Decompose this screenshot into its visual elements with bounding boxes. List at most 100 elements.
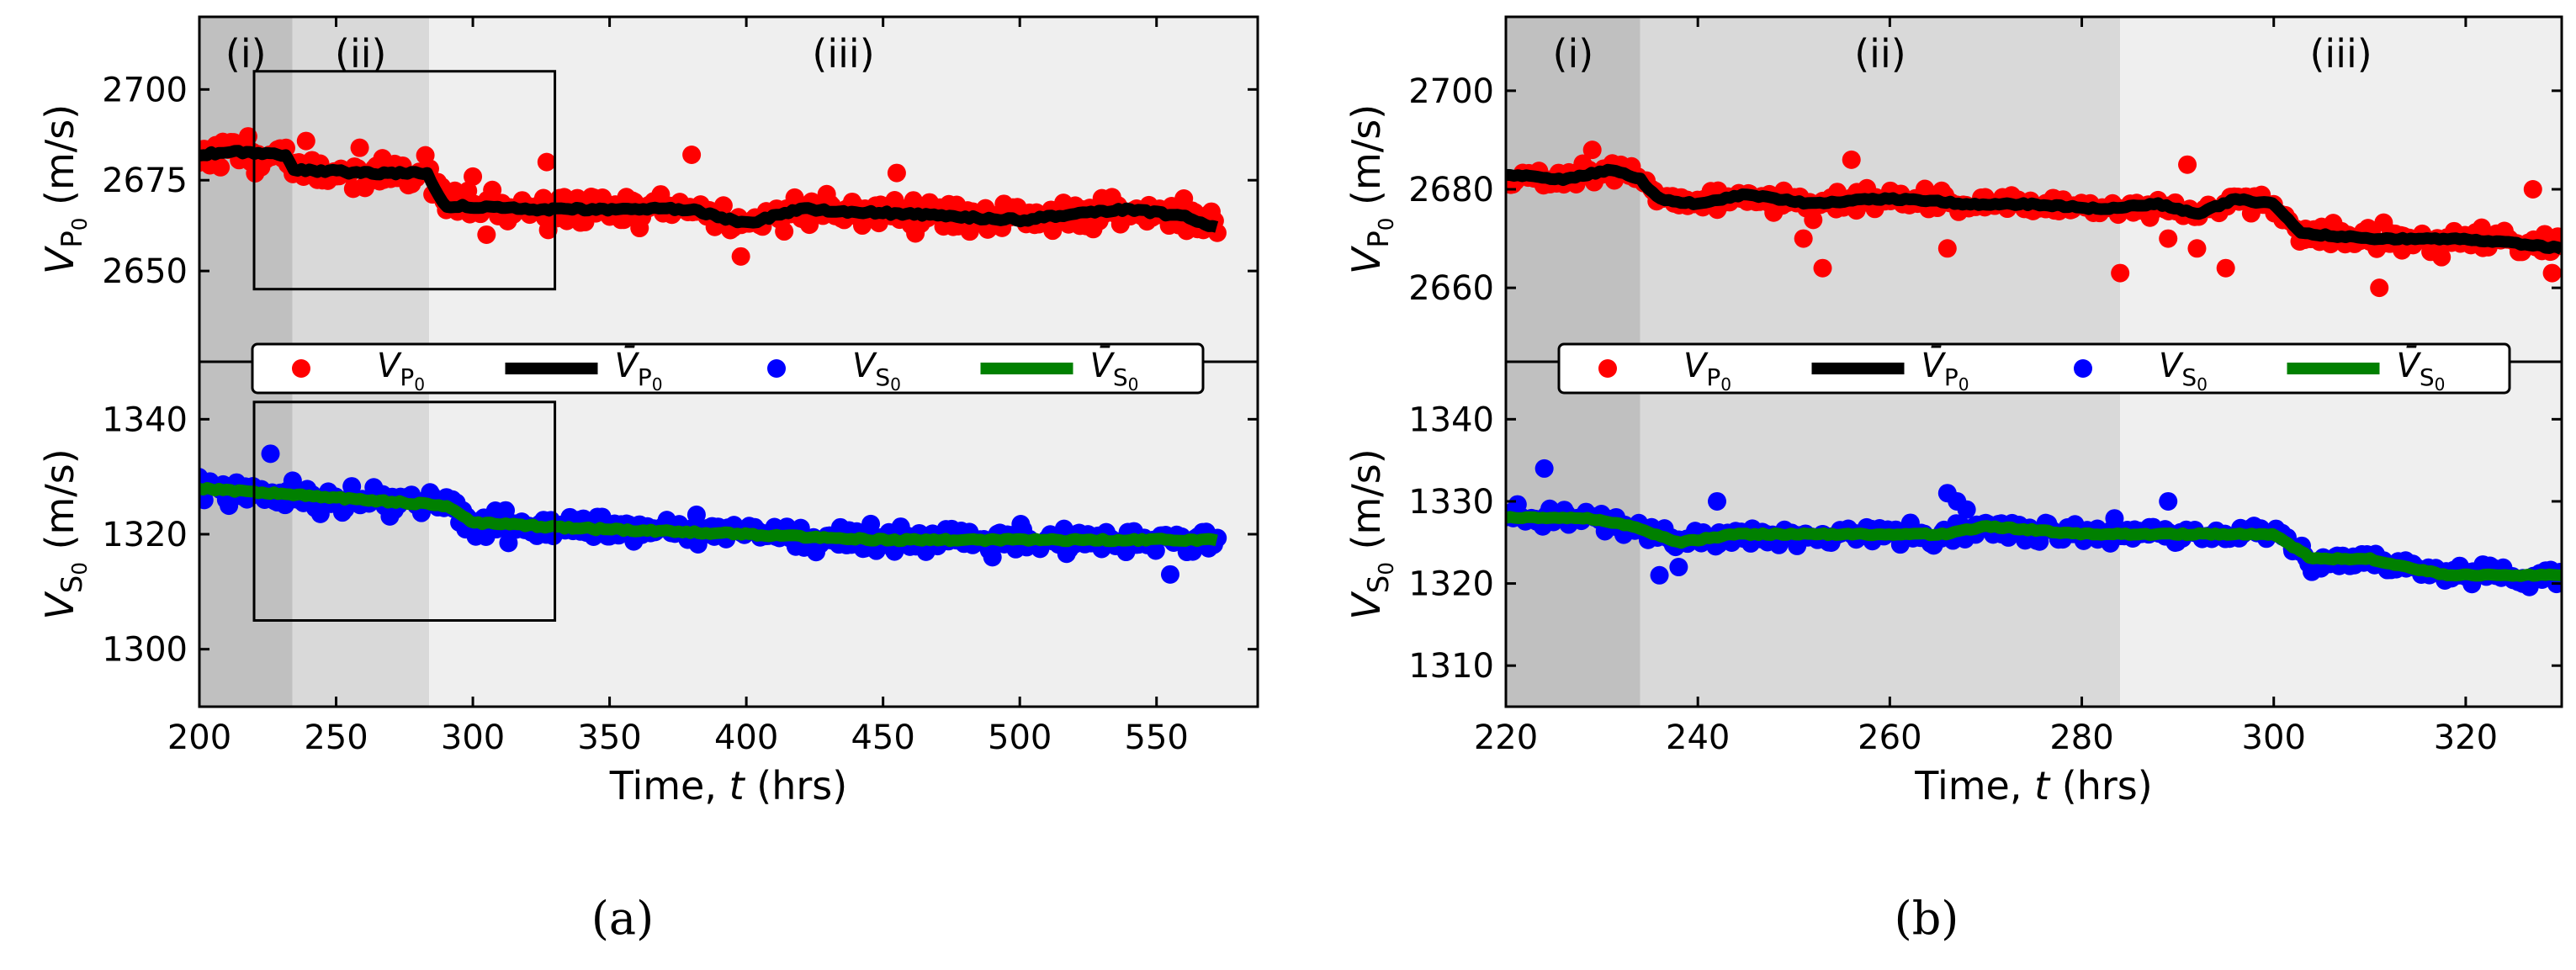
y-tick-label: 1340 bbox=[1408, 400, 1494, 439]
data-point-outlier bbox=[477, 225, 496, 244]
data-point-outlier bbox=[1534, 458, 1554, 478]
data-point-outlier bbox=[887, 163, 906, 183]
data-point-outlier bbox=[261, 444, 280, 464]
y-tick-label: 1320 bbox=[102, 516, 188, 554]
y-axis-label-bottom: VS0 (m/s) bbox=[37, 448, 92, 619]
y-tick-label: 2680 bbox=[1408, 171, 1494, 209]
y-tick-label: 2660 bbox=[1408, 269, 1494, 308]
data-point-outlier bbox=[2178, 155, 2197, 174]
legend-marker-dot bbox=[292, 359, 310, 378]
legend: VP0 V̄P0 VS0 V̄S0 bbox=[251, 342, 1205, 395]
legend-label: VS0 bbox=[852, 347, 901, 395]
data-point-outlier bbox=[1813, 258, 1832, 278]
legend-box bbox=[251, 342, 1205, 395]
data-point bbox=[775, 222, 794, 241]
y-tick-label: 2700 bbox=[1408, 72, 1494, 111]
x-tick-label: 260 bbox=[1858, 718, 1921, 757]
phase-label-2: (ii) bbox=[1854, 31, 1905, 77]
x-tick-label: 300 bbox=[2242, 718, 2306, 757]
x-axis-label: Time, t (hrs) bbox=[1914, 763, 2152, 808]
y-tick-label: 1310 bbox=[1408, 647, 1494, 686]
x-tick-label: 350 bbox=[577, 718, 641, 757]
x-tick-label: 300 bbox=[441, 718, 505, 757]
legend: VP0 V̄P0 VS0 V̄S0 bbox=[1557, 342, 2511, 395]
y-axis-label-bottom: VS0 (m/s) bbox=[1344, 448, 1398, 619]
mean-line-top bbox=[199, 145, 1219, 233]
x-tick-label: 320 bbox=[2434, 718, 2498, 757]
data-point bbox=[713, 196, 733, 215]
y-axis-label-top: VP0 (m/s) bbox=[37, 104, 92, 274]
data-point-outlier bbox=[1957, 500, 1976, 519]
y-axis-label-top: VP0 (m/s) bbox=[1344, 104, 1398, 274]
legend-label: VP0 bbox=[1683, 347, 1731, 395]
y-tick-label: 2700 bbox=[102, 71, 188, 109]
data-point-outlier bbox=[983, 548, 1002, 567]
data-point bbox=[211, 157, 231, 177]
y-tick-label: 1330 bbox=[1408, 483, 1494, 522]
chart-panel-b: (i) (ii) (iii) 2660 2680 2700 VP0 (m/s) 1310 132… bbox=[1344, 15, 2563, 945]
y-tick-label: 2650 bbox=[102, 252, 188, 291]
data-point-outlier bbox=[2370, 278, 2389, 298]
plot-area-top bbox=[1506, 140, 2562, 298]
data-point bbox=[350, 138, 369, 157]
data-point-outlier bbox=[1937, 239, 1957, 258]
data-point-outlier bbox=[731, 246, 750, 266]
mean-line-bottom bbox=[199, 482, 1219, 548]
y-tick-label: 1320 bbox=[1408, 565, 1494, 604]
data-point-outlier bbox=[682, 146, 702, 164]
mean-line-bottom bbox=[1506, 511, 2562, 582]
subplot-top: 2650 2675 2700 VP0 (m/s) bbox=[37, 70, 1258, 291]
y-tick-label: 1300 bbox=[102, 631, 188, 670]
data-point-outlier bbox=[1582, 140, 1602, 160]
mean-line-top bbox=[1506, 163, 2562, 255]
subplot-bottom: 1300 1320 1340 VS0 (m/s) bbox=[37, 400, 1258, 670]
legend-label: VP0 bbox=[377, 347, 425, 395]
chart-panel-a: (i) (ii) (iii) 2650 2675 2700 VP0 (m/s) 1300 132… bbox=[37, 15, 1259, 945]
plot-area-top bbox=[199, 127, 1227, 266]
phase-label-3: (iii) bbox=[2309, 31, 2372, 77]
legend-label: V̄P0 bbox=[615, 345, 663, 395]
x-tick-label: 550 bbox=[1125, 718, 1189, 757]
data-point-outlier bbox=[464, 167, 483, 186]
y-tick-label: 2675 bbox=[102, 162, 188, 200]
legend-marker-dot bbox=[1598, 359, 1617, 378]
data-point-outlier bbox=[1842, 150, 1861, 169]
data-point-outlier bbox=[1708, 491, 1726, 511]
legend-marker-dot bbox=[767, 359, 786, 378]
data-point-outlier bbox=[2216, 258, 2235, 278]
subplot-bottom: 1310 1320 1330 1340 VS0 (m/s) bbox=[1344, 400, 2562, 686]
data-point-outlier bbox=[2542, 263, 2562, 283]
x-tick-label: 200 bbox=[167, 718, 231, 757]
legend-label: VS0 bbox=[2159, 347, 2208, 395]
y-tick-label: 1340 bbox=[102, 400, 188, 439]
phase-label-1: (i) bbox=[1553, 31, 1594, 77]
x-tick-label: 500 bbox=[988, 718, 1052, 757]
data-point bbox=[861, 514, 881, 533]
data-point bbox=[296, 131, 315, 151]
data-point-outlier bbox=[2187, 239, 2207, 258]
data-point-outlier bbox=[1160, 565, 1179, 584]
data-point-outlier bbox=[2159, 229, 2178, 248]
x-tick-label: 280 bbox=[2049, 718, 2113, 757]
data-point-outlier bbox=[537, 152, 556, 172]
plot-area-bottom bbox=[1506, 458, 2562, 596]
x-axis-label: Time, t (hrs) bbox=[609, 763, 847, 808]
zoom-box-top bbox=[252, 70, 557, 291]
phase-label-1: (i) bbox=[225, 31, 267, 77]
data-point-outlier bbox=[2111, 263, 2130, 283]
data-point-outlier bbox=[1650, 565, 1669, 585]
phase-label-3: (iii) bbox=[812, 31, 874, 77]
legend-label: V̄P0 bbox=[1921, 345, 1969, 395]
data-point bbox=[1804, 210, 1823, 230]
zoom-box-bottom bbox=[252, 400, 557, 622]
data-point bbox=[2432, 247, 2451, 267]
x-tick-label: 450 bbox=[851, 718, 914, 757]
plot-area-bottom bbox=[199, 444, 1227, 584]
data-point-outlier bbox=[1669, 558, 1688, 577]
data-point bbox=[686, 505, 706, 524]
x-tick-label: 400 bbox=[714, 718, 778, 757]
data-point bbox=[496, 501, 516, 520]
x-tick-label: 240 bbox=[1666, 718, 1730, 757]
legend-box bbox=[1557, 342, 2511, 395]
